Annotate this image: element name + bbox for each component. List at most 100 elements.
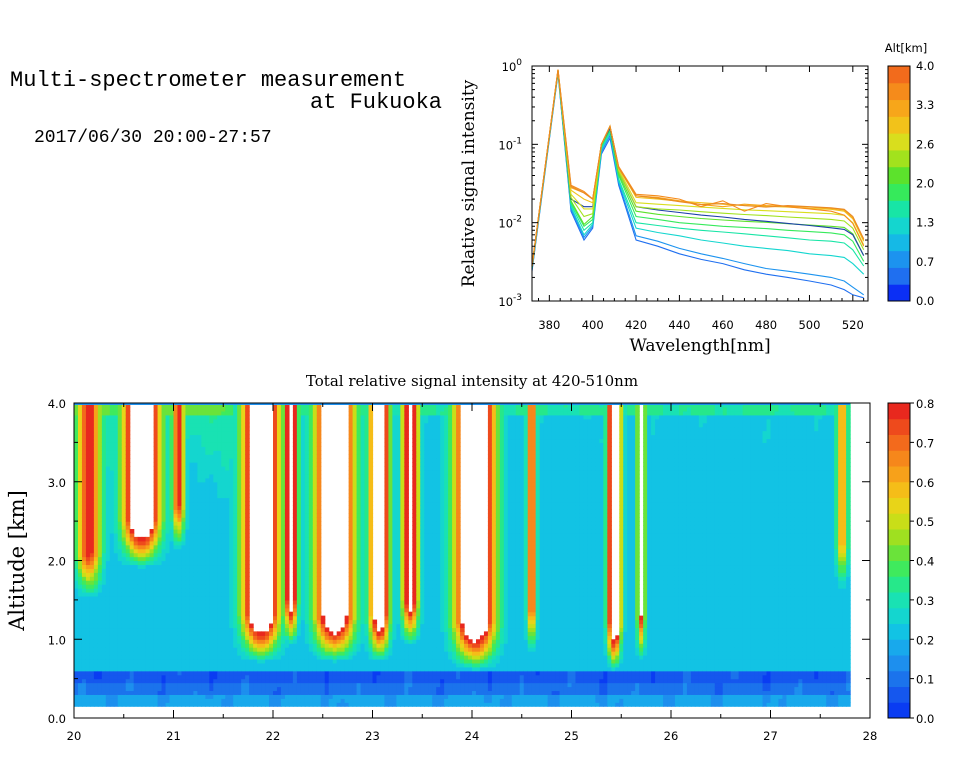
heatmap-cell	[312, 690, 318, 695]
heatmap-cell	[173, 588, 179, 593]
heatmap-cell	[197, 454, 202, 459]
heatmap-cell	[209, 477, 214, 483]
heatmap-cell	[276, 446, 282, 451]
heatmap-cell	[241, 655, 246, 660]
heatmap-cell	[177, 592, 183, 597]
heatmap-cell	[185, 462, 191, 467]
heatmap-cell	[237, 556, 242, 562]
heatmap-cell	[292, 690, 298, 695]
heatmap-cell	[284, 702, 290, 707]
heatmap-cell	[121, 580, 127, 585]
heatmap-cell	[97, 682, 103, 688]
heatmap-cell	[368, 639, 374, 644]
heatmap-cell	[141, 568, 147, 573]
heatmap-cell	[205, 493, 210, 499]
heatmap-cell	[189, 595, 194, 601]
heatmap-cell	[137, 631, 143, 636]
heatmap-cell	[245, 678, 250, 684]
heatmap-cell	[312, 414, 318, 420]
heatmap-cell	[308, 623, 314, 629]
heatmap-cell	[201, 481, 206, 487]
heatmap-cell	[356, 517, 362, 522]
heatmap-cell	[308, 588, 314, 593]
heatmap-cell	[173, 458, 179, 463]
heatmap-cell	[280, 686, 286, 692]
heatmap-cell	[368, 662, 374, 668]
heatmap-cell	[340, 686, 346, 692]
heatmap-cell	[308, 466, 314, 471]
heatmap-cell	[328, 631, 334, 636]
heatmap-cell	[368, 556, 374, 562]
heatmap-cell	[280, 525, 286, 530]
heatmap-cell	[245, 536, 250, 542]
heatmap-cell	[296, 481, 302, 487]
heatmap-cell	[77, 592, 83, 597]
heatmap-cell	[133, 666, 139, 672]
heatmap-cell	[125, 592, 131, 597]
heatmap-cell	[356, 615, 362, 621]
heatmap-cell	[141, 540, 147, 546]
heatmap-cell	[300, 588, 306, 593]
heatmap-cell	[133, 580, 139, 585]
heatmap-cell	[85, 615, 91, 621]
heatmap-cell	[77, 556, 83, 562]
heatmap-cell	[109, 576, 115, 581]
heatmap-cell	[304, 477, 310, 483]
heatmap-cell	[292, 702, 298, 707]
heatmap-cell	[81, 623, 87, 629]
heatmap-cell	[125, 607, 131, 613]
heatmap-cell	[241, 509, 246, 514]
heatmap-cell	[209, 564, 214, 569]
heatmap-cell	[193, 627, 198, 632]
heatmap-cell	[177, 690, 183, 695]
heatmap-cell	[233, 686, 238, 692]
heatmap-cell	[189, 485, 194, 491]
heatmap-cell	[280, 662, 286, 668]
heatmap-cell	[177, 639, 183, 644]
heatmap-cell	[304, 434, 310, 440]
heatmap-cell	[237, 442, 242, 447]
heatmap-cell	[157, 702, 163, 707]
heatmap-cell	[280, 489, 286, 495]
heatmap-cell	[165, 639, 171, 644]
heatmap-cell	[360, 430, 366, 436]
heatmap-cell	[101, 521, 107, 526]
heatmap-cell	[273, 525, 278, 530]
heatmap-cell	[125, 509, 131, 514]
heatmap-cell	[269, 690, 274, 695]
heatmap-cell	[296, 438, 302, 443]
heatmap-cell	[93, 473, 99, 479]
heatmap-cell	[217, 418, 222, 424]
heatmap-cell	[348, 584, 354, 589]
heatmap-cell	[324, 666, 330, 672]
heatmap-cell	[81, 647, 87, 652]
heatmap-cell	[157, 627, 163, 632]
heatmap-cell	[133, 655, 139, 660]
heatmap-cell	[273, 595, 278, 601]
heatmap-cell	[93, 702, 99, 707]
heatmap-cell	[249, 655, 254, 660]
heatmap-cell	[292, 623, 298, 629]
heatmap-cell	[253, 702, 258, 707]
heatmap-cell	[209, 623, 214, 629]
heatmap-cell	[312, 588, 318, 593]
heatmap-cell	[276, 501, 282, 506]
heatmap-cell	[157, 595, 163, 601]
heatmap-cell	[193, 556, 198, 562]
heatmap-cell	[193, 493, 198, 499]
heatmap-cell	[312, 623, 318, 629]
heatmap-cell	[269, 662, 274, 668]
heatmap-cell	[368, 588, 374, 593]
heatmap-cell	[249, 674, 254, 680]
heatmap-cell	[368, 670, 374, 676]
heatmap-cell	[101, 525, 107, 530]
heatmap-cell	[153, 678, 159, 684]
heatmap-cell	[113, 462, 119, 467]
heatmap-cell	[284, 631, 290, 636]
heatmap-cell	[97, 481, 103, 487]
heatmap-cell	[105, 635, 111, 640]
heatmap-cell	[93, 674, 99, 680]
heatmap-cell	[221, 595, 226, 601]
heatmap-cell	[109, 655, 115, 660]
heatmap-cell	[316, 639, 322, 644]
